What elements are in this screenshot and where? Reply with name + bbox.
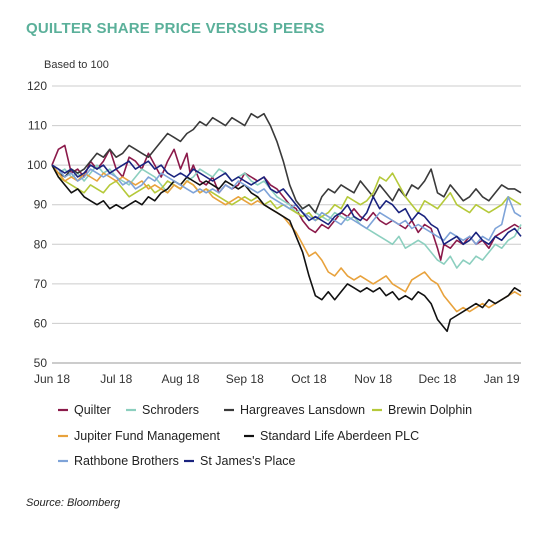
y-tick-label: 110: [28, 119, 47, 133]
y-tick-label: 100: [27, 158, 47, 172]
legend-label: Quilter: [74, 403, 111, 417]
series-lines: [51, 112, 522, 333]
series-line-quilter: [51, 144, 522, 261]
legend-label: Rathbone Brothers: [74, 454, 179, 468]
x-tick-label: Oct 18: [291, 372, 327, 386]
y-tick-label: 60: [34, 316, 48, 330]
y-tick-label: 80: [34, 237, 48, 251]
chart-title: QUILTER SHARE PRICE VERSUS PEERS: [26, 20, 325, 37]
legend-label: Hargreaves Lansdown: [240, 403, 365, 417]
x-tick-label: Jun 18: [34, 372, 70, 386]
x-tick-label: Dec 18: [418, 372, 456, 386]
legend-label: Brewin Dolphin: [388, 403, 472, 417]
x-tick-label: Jan 19: [484, 372, 520, 386]
x-tick-label: Jul 18: [100, 372, 132, 386]
gridlines: [52, 85, 521, 364]
series-line-standard-life-aberdeen-plc: [51, 164, 522, 333]
x-tick-label: Nov 18: [354, 372, 392, 386]
y-tick-label: 50: [34, 356, 48, 370]
y-axis-label: Based to 100: [44, 59, 109, 71]
x-axis-ticks: Jun 18 Jul 18 Aug 18 Sep 18 Oct 18 Nov 18 Dec …: [34, 372, 520, 386]
x-tick-label: Sep 18: [226, 372, 264, 386]
series-line-jupiter-fund-management: [51, 164, 522, 313]
legend-label: Schroders: [142, 403, 199, 417]
series-line-st-james-s-place: [51, 160, 522, 246]
series-line-schroders: [51, 164, 522, 269]
y-tick-label: 120: [27, 79, 47, 93]
x-tick-label: Aug 18: [161, 372, 199, 386]
legend: Quilter Schroders Hargreaves Lansdown Brewi…: [58, 403, 472, 468]
y-axis-ticks: 50 60 70 80 90 100 110 120: [27, 79, 47, 370]
source-note: Source: Bloomberg: [26, 497, 121, 509]
series-line-hargreaves-lansdown: [51, 112, 522, 214]
legend-label: St James's Place: [200, 454, 296, 468]
legend-label: Standard Life Aberdeen PLC: [260, 429, 419, 443]
y-tick-label: 90: [34, 198, 48, 212]
legend-label: Jupiter Fund Management: [74, 429, 220, 443]
y-tick-label: 70: [34, 277, 48, 291]
